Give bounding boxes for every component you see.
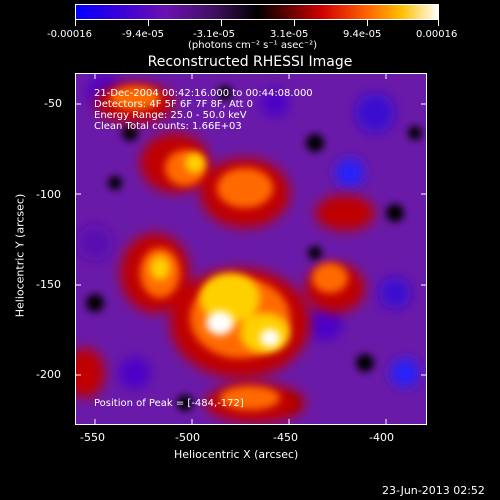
- colorbar-tick-label: 0.00016: [416, 29, 458, 40]
- footer-timestamp: 23-Jun-2013 02:52: [382, 484, 485, 497]
- colorbar-tick-label: -0.00016: [47, 29, 92, 40]
- page-title: Reconstructed RHESSI Image: [147, 54, 353, 70]
- x-tick-label: -400: [369, 431, 394, 444]
- colorbar-tick-label: -9.4e-05: [122, 29, 164, 40]
- annotation-peak-position: Position of Peak = [-484,-172]: [94, 398, 244, 409]
- colorbar-tick-label: 9.4e-05: [343, 29, 382, 40]
- rhessi-image: [75, 73, 427, 425]
- y-axis-label: Heliocentric Y (arcsec): [13, 193, 27, 318]
- y-tick-label: -200: [36, 368, 61, 381]
- colorbar-tick-label: 3.1e-05: [270, 29, 309, 40]
- colorbar-unit: (photons cm⁻² s⁻¹ asec⁻²): [188, 40, 318, 51]
- annotation-clean-counts: Clean Total counts: 1.66E+03: [94, 121, 242, 132]
- y-tick-label: -100: [36, 188, 61, 201]
- colorbar-ticks: [0, 20, 500, 28]
- y-tick-label: -50: [44, 97, 62, 110]
- colorbar-tick-label: -3.1e-05: [193, 29, 235, 40]
- annotation-energy-range: Energy Range: 25.0 - 50.0 keV: [94, 110, 247, 121]
- x-tick-label: -500: [175, 431, 200, 444]
- y-tick-label: -150: [36, 278, 61, 291]
- x-axis-label: Heliocentric X (arcsec): [174, 448, 299, 461]
- annotation-time-range: 21-Dec-2004 00:42:16.000 to 00:44:08.000: [94, 88, 313, 99]
- x-tick-label: -450: [273, 431, 298, 444]
- x-tick-label: -550: [80, 431, 105, 444]
- colorbar: [75, 4, 439, 20]
- annotation-detectors: Detectors: 4F 5F 6F 7F 8F, Att 0: [94, 99, 254, 110]
